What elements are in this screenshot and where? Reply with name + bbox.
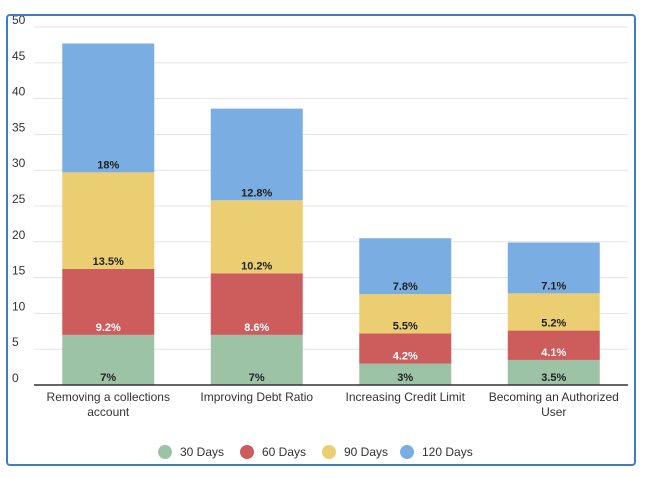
legend-label: 120 Days xyxy=(422,445,473,459)
data-label: 9.2% xyxy=(96,322,121,334)
legend-swatch xyxy=(322,445,336,459)
legend-label: 30 Days xyxy=(180,445,224,459)
x-category-label: User xyxy=(541,405,566,419)
bar-segment-120-days xyxy=(210,108,303,201)
bar-segment-60-days xyxy=(359,333,452,364)
bar-segment-30-days xyxy=(507,359,600,385)
y-axis-ticks: 0 5 10 15 20 25 30 35 40 45 50 xyxy=(12,16,26,385)
bar-segment-30-days xyxy=(359,363,452,385)
bar-segment-60-days xyxy=(210,273,303,335)
data-label: 7.8% xyxy=(393,281,418,293)
data-label: 5.2% xyxy=(541,318,566,330)
data-label: 8.6% xyxy=(244,322,269,334)
legend: 30 Days 60 Days 90 Days 120 Days xyxy=(158,445,473,459)
data-label: 4.2% xyxy=(393,351,418,363)
y-tick-label: 40 xyxy=(12,85,26,99)
y-tick-label: 50 xyxy=(12,16,26,27)
y-tick-label: 25 xyxy=(12,192,26,206)
data-label: 12.8% xyxy=(241,187,272,199)
x-category-label: Becoming an Authorized xyxy=(489,390,619,404)
data-label: 18% xyxy=(97,159,119,171)
y-tick-label: 5 xyxy=(12,335,19,349)
bar-segment-90-days xyxy=(507,293,600,331)
bar-segment-60-days xyxy=(507,330,600,360)
y-tick-label: 35 xyxy=(12,120,26,134)
bar-segment-30-days xyxy=(62,334,155,385)
data-label: 7% xyxy=(249,372,265,384)
bar-segment-90-days xyxy=(210,200,303,274)
data-label: 13.5% xyxy=(93,256,124,268)
y-tick-label: 20 xyxy=(12,228,26,242)
legend-swatch xyxy=(158,445,172,459)
bar-segment-90-days xyxy=(62,172,155,270)
y-tick-label: 15 xyxy=(12,264,26,278)
data-label: 5.5% xyxy=(393,320,418,332)
data-label: 4.1% xyxy=(541,347,566,359)
y-tick-label: 10 xyxy=(12,299,26,313)
data-labels: 7% 9.2% 13.5% 18% 7% 8.6% 10.2% 12.8% 3% 4.2% 5.5%… xyxy=(93,159,567,384)
x-category-label: Improving Debt Ratio xyxy=(200,390,313,404)
bar-segment-120-days xyxy=(359,238,452,295)
x-category-label: Removing a collections xyxy=(47,390,170,404)
data-label: 3.5% xyxy=(541,372,566,384)
legend-label: 90 Days xyxy=(344,445,388,459)
data-label: 7% xyxy=(100,372,116,384)
data-label: 3% xyxy=(397,372,413,384)
bar-segment-120-days xyxy=(507,242,600,294)
y-tick-label: 45 xyxy=(12,49,26,63)
legend-label: 60 Days xyxy=(262,445,306,459)
y-tick-label: 30 xyxy=(12,156,26,170)
bar-segment-60-days xyxy=(62,269,155,335)
bar-segment-90-days xyxy=(359,294,452,334)
legend-swatch xyxy=(400,445,414,459)
bar-segment-120-days xyxy=(62,43,155,173)
bars xyxy=(62,43,600,385)
data-label: 10.2% xyxy=(241,260,272,272)
chart-frame: 0 5 10 15 20 25 30 35 40 45 50 7% 9.2% 13.5% 18% 7% 8.6… xyxy=(6,14,636,466)
data-label: 7.1% xyxy=(541,280,566,292)
bar-segment-30-days xyxy=(210,334,303,385)
legend-swatch xyxy=(240,445,254,459)
x-category-label: account xyxy=(87,405,130,419)
y-tick-label: 0 xyxy=(12,371,19,385)
x-category-label: Increasing Credit Limit xyxy=(346,390,466,404)
stacked-bar-chart: 0 5 10 15 20 25 30 35 40 45 50 7% 9.2% 13.5% 18% 7% 8.6… xyxy=(12,16,628,459)
